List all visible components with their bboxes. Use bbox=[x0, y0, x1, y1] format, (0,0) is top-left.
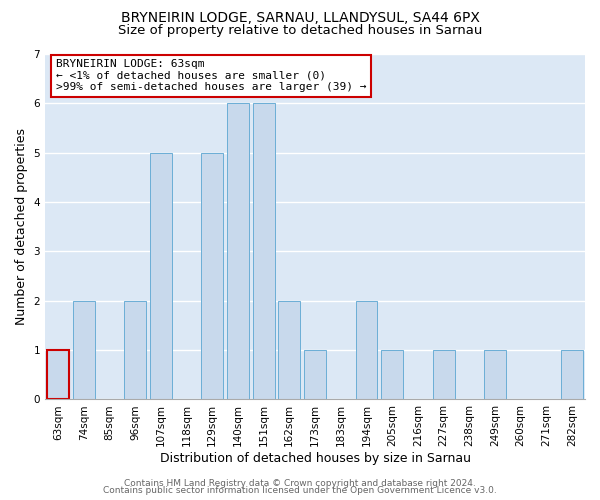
Bar bbox=[253, 104, 275, 400]
Bar bbox=[356, 301, 377, 400]
Bar bbox=[201, 152, 223, 400]
Text: BRYNEIRIN LODGE, SARNAU, LLANDYSUL, SA44 6PX: BRYNEIRIN LODGE, SARNAU, LLANDYSUL, SA44… bbox=[121, 11, 479, 25]
Bar bbox=[484, 350, 506, 400]
Text: Size of property relative to detached houses in Sarnau: Size of property relative to detached ho… bbox=[118, 24, 482, 37]
Bar bbox=[73, 301, 95, 400]
Bar bbox=[124, 301, 146, 400]
Bar bbox=[381, 350, 403, 400]
Text: Contains public sector information licensed under the Open Government Licence v3: Contains public sector information licen… bbox=[103, 486, 497, 495]
Bar bbox=[227, 104, 249, 400]
Text: Contains HM Land Registry data © Crown copyright and database right 2024.: Contains HM Land Registry data © Crown c… bbox=[124, 478, 476, 488]
Text: BRYNEIRIN LODGE: 63sqm
← <1% of detached houses are smaller (0)
>99% of semi-det: BRYNEIRIN LODGE: 63sqm ← <1% of detached… bbox=[56, 59, 367, 92]
Bar bbox=[304, 350, 326, 400]
Bar bbox=[561, 350, 583, 400]
Bar bbox=[150, 152, 172, 400]
Bar bbox=[278, 301, 300, 400]
Y-axis label: Number of detached properties: Number of detached properties bbox=[15, 128, 28, 325]
Bar bbox=[433, 350, 455, 400]
Bar bbox=[47, 350, 69, 400]
X-axis label: Distribution of detached houses by size in Sarnau: Distribution of detached houses by size … bbox=[160, 452, 470, 465]
